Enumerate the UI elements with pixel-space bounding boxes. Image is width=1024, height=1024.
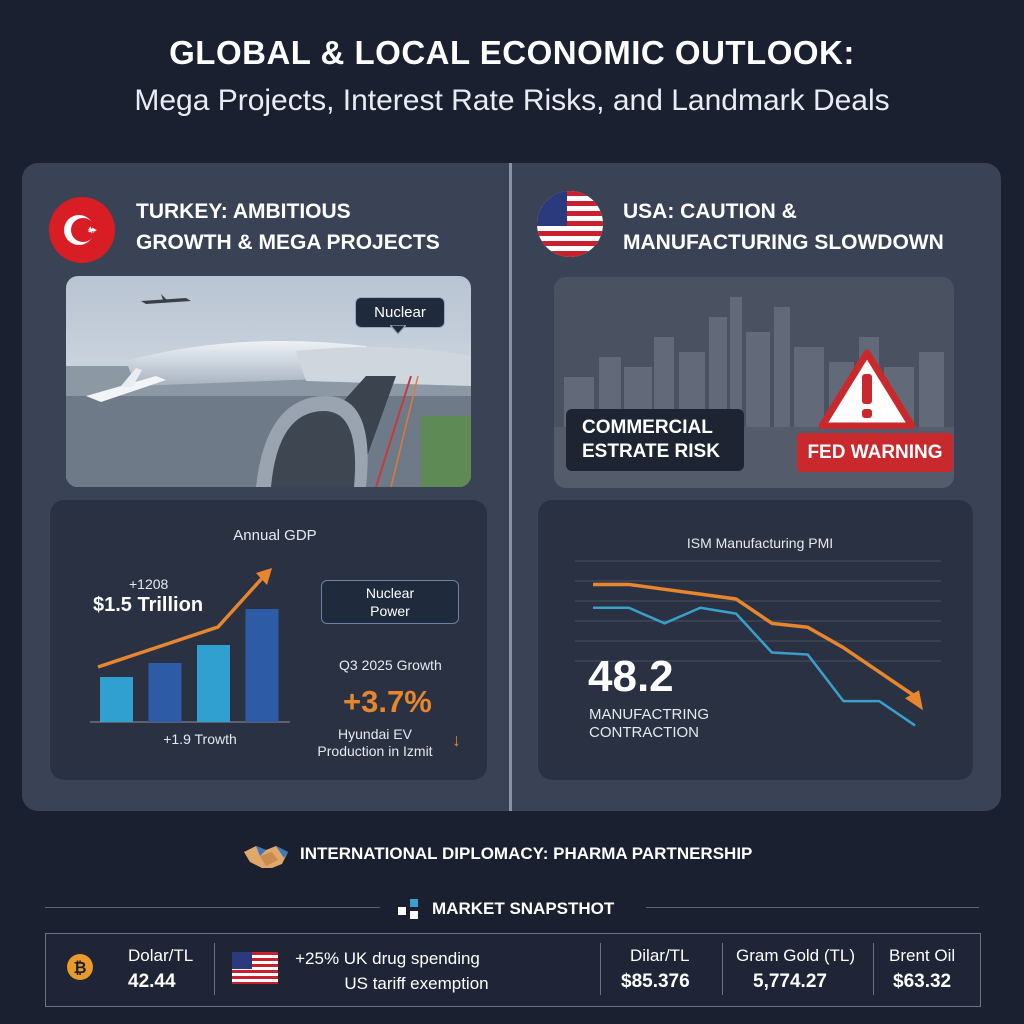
commercial-estate-risk-label: COMMERCIAL ESTRATE RISK xyxy=(566,409,744,471)
growth-small-label: +1208 xyxy=(129,576,169,592)
market-item-1-label: Dolar/TL xyxy=(128,946,194,965)
market-item-5-value: $63.32 xyxy=(893,971,952,992)
usa-flag-icon xyxy=(537,191,603,257)
usa-flag-small-icon xyxy=(232,952,278,984)
snapshot-title: MARKET SNAPSTHOT xyxy=(432,899,615,918)
snapshot-right-line xyxy=(646,907,979,908)
market-separator xyxy=(214,943,215,995)
market-item-1-value: 42.44 xyxy=(128,971,176,992)
trend-arrow-icon xyxy=(256,568,272,585)
pmi-series-line xyxy=(593,606,916,727)
pmi-line-chart xyxy=(575,560,941,727)
network-icon xyxy=(398,899,418,919)
diplomacy-label: INTERNATIONAL DIPLOMACY: PHARMA PARTNERS… xyxy=(300,844,753,863)
usa-header: USA: CAUTION & MANUFACTURING SLOWDOWN xyxy=(623,200,944,254)
pmi-value: 48.2 xyxy=(588,652,674,701)
market-item-5-label: Brent Oil xyxy=(889,946,956,965)
nuclear-photo-label: Nuclear xyxy=(355,297,445,328)
turkey-header: TURKEY: AMBITIOUS GROWTH & MEGA PROJECTS xyxy=(136,200,440,254)
panel-divider xyxy=(509,163,512,811)
market-item-4-value: 5,774.27 xyxy=(753,971,827,992)
gdp-bar xyxy=(245,609,279,722)
usa-chart-panel xyxy=(538,500,973,780)
market-item-4-label: Gram Gold (TL) xyxy=(736,946,856,965)
label-pointer-icon xyxy=(390,325,406,335)
gdp-trend-line xyxy=(97,573,267,669)
page-title: GLOBAL & LOCAL ECONOMIC OUTLOOK: xyxy=(169,34,855,71)
down-arrow-icon: ↓ xyxy=(452,730,461,750)
pmi-chart-title: ISM Manufacturing PMI xyxy=(686,535,834,551)
gdp-bar xyxy=(197,645,230,722)
gdp-bar-chart xyxy=(90,568,290,723)
nuclear-power-box: Nuclear Power xyxy=(321,580,459,624)
bar-caption: +1.9 Trowth xyxy=(163,731,237,747)
fed-warning-badge: FED WARNING xyxy=(797,433,953,472)
gdp-bar xyxy=(100,677,133,722)
market-separator xyxy=(600,943,601,995)
market-separator xyxy=(722,943,723,995)
q3-value: +3.7% xyxy=(343,684,432,719)
q3-label: Q3 2025 Growth xyxy=(339,657,442,673)
snapshot-left-line xyxy=(45,907,380,908)
page-subtitle: Mega Projects, Interest Rate Risks, and … xyxy=(134,84,890,117)
handshake-icon xyxy=(244,846,288,868)
svg-text:₿: ₿ xyxy=(73,958,86,977)
hyundai-caption: Hyundai EV Production in Izmit xyxy=(317,726,433,759)
market-item-3-value: $85.376 xyxy=(621,971,690,992)
market-item-2: +25% UK drug spending US tariff exemptio… xyxy=(295,949,489,993)
market-separator xyxy=(873,943,874,995)
market-snapshot-bar xyxy=(45,933,981,1007)
gdp-bar xyxy=(148,663,182,722)
pmi-caption: MANUFACTRING CONTRACTION xyxy=(589,706,709,741)
pmi-series-line xyxy=(593,582,916,698)
warning-triangle-icon xyxy=(819,349,915,429)
gdp-value: $1.5 Trillion xyxy=(93,594,204,616)
market-item-3-label: Dilar/TL xyxy=(630,946,690,965)
pmi-arrow-icon xyxy=(905,690,923,711)
bitcoin-icon: ₿ xyxy=(67,954,93,980)
gdp-chart-title: Annual GDP xyxy=(233,527,317,544)
turkey-flag-icon xyxy=(49,197,115,263)
